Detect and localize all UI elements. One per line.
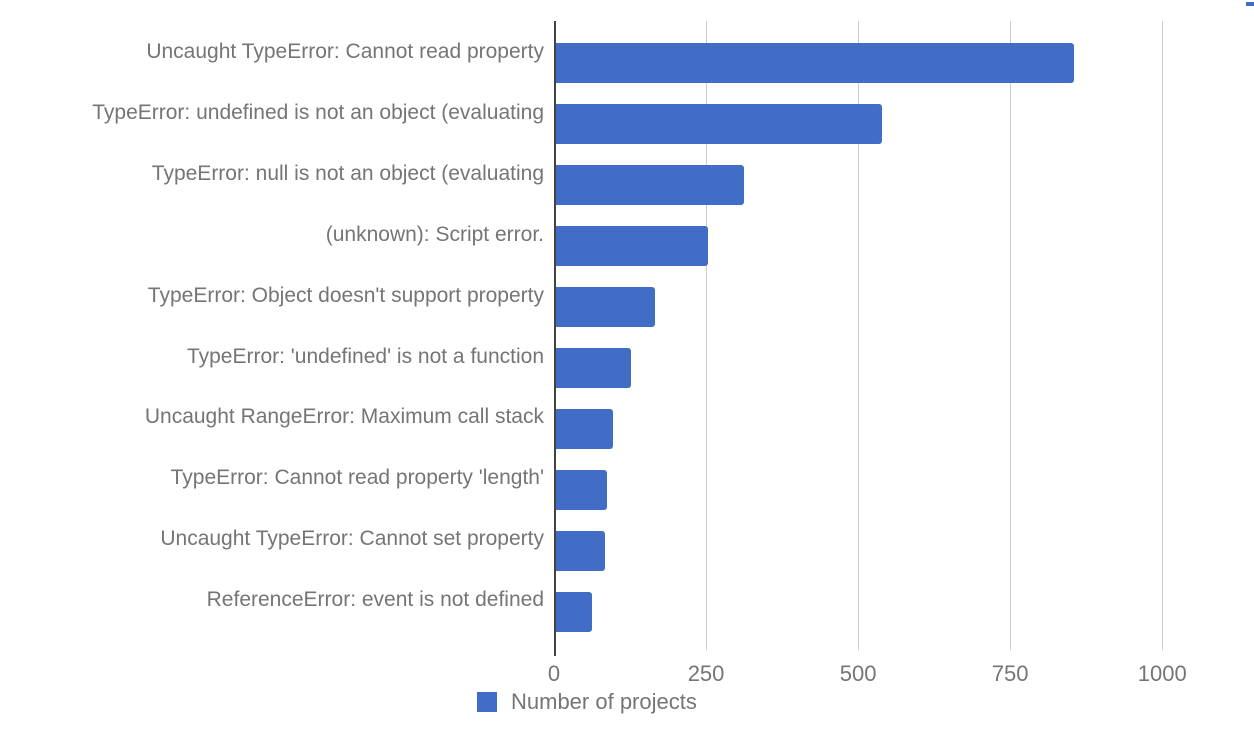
bar	[554, 591, 592, 632]
legend-label: Number of projects	[511, 689, 697, 714]
category-label: TypeError: undefined is not an object (e…	[92, 100, 544, 124]
plot-area	[554, 21, 1248, 650]
x-tick-label: 750	[991, 661, 1029, 686]
category-label: Uncaught TypeError: Cannot set property	[160, 527, 544, 551]
category-labels: Uncaught TypeError: Cannot read property…	[0, 21, 544, 650]
x-tick-label: 0	[547, 661, 561, 686]
corner-artifact	[1246, 2, 1254, 6]
category-label: TypeError: null is not an object (evalua…	[151, 161, 544, 185]
bar	[554, 104, 883, 145]
x-axis-tick-labels: 0 250 500 750 1000	[548, 661, 1248, 687]
gridline	[1010, 21, 1012, 650]
category-label: Uncaught RangeError: Maximum call stack	[144, 405, 544, 429]
gridline	[1162, 21, 1164, 650]
category-label: TypeError: Cannot read property 'length'	[170, 466, 544, 490]
category-label: Uncaught TypeError: Cannot read property	[146, 40, 544, 63]
gridline	[858, 21, 860, 650]
bar	[554, 469, 607, 510]
bar	[554, 43, 1075, 84]
x-tick-label: 250	[687, 661, 725, 686]
category-label: (unknown): Script error.	[325, 222, 544, 246]
category-label: TypeError: Object doesn't support proper…	[147, 283, 544, 307]
bar	[554, 408, 613, 449]
gridline	[706, 21, 708, 650]
bar	[554, 530, 606, 571]
bar	[554, 287, 655, 328]
legend: Number of projects	[477, 688, 697, 716]
bar	[554, 165, 744, 206]
category-label: ReferenceError: event is not defined	[206, 588, 544, 612]
legend-swatch-icon	[477, 692, 497, 712]
x-tick-label: 500	[839, 661, 877, 686]
category-label: TypeError: 'undefined' is not a function	[186, 344, 544, 368]
x-tick-label: 1000	[1137, 661, 1187, 686]
bar	[554, 347, 632, 388]
bar	[554, 226, 708, 267]
y-axis-line	[554, 21, 556, 656]
